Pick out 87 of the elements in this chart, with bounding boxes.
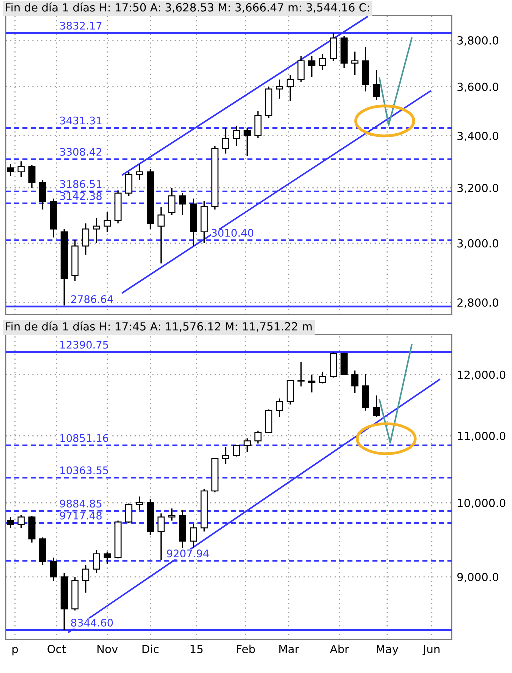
- candlestick: [50, 557, 58, 582]
- y-tick-label: 3,800.0: [458, 36, 499, 46]
- chart-title: Fin de día 1 días H: 17:45 A: 11,576.12 M: 11,751.22 m: [6, 322, 312, 332]
- candlestick: [276, 398, 284, 418]
- candlestick: [276, 79, 284, 100]
- y-tick-label: 9,000.0: [458, 573, 499, 583]
- x-tick-label: May: [377, 645, 399, 656]
- candlestick: [7, 516, 14, 529]
- candlestick: [319, 54, 326, 72]
- candlestick: [298, 361, 305, 388]
- candlestick: [158, 206, 165, 264]
- candlestick: [82, 564, 90, 594]
- x-tick-label: p: [12, 647, 18, 656]
- candlestick: [125, 171, 133, 197]
- candlestick: [82, 222, 90, 256]
- y-tick-label: 3,000.0: [458, 239, 499, 249]
- candlestick: [104, 212, 112, 233]
- candlestick: [28, 164, 36, 189]
- y-tick-label: 10,000.0: [458, 499, 506, 509]
- candlestick: [352, 51, 359, 76]
- candlestick: [319, 371, 326, 384]
- ref-line-label: 8344.60: [71, 618, 114, 627]
- x-tick-label: Oct: [48, 645, 66, 654]
- candlestick: [265, 409, 273, 434]
- candlestick: [373, 70, 380, 101]
- y-tick-label: 2,800.0: [458, 298, 499, 308]
- candlestick: [39, 179, 46, 210]
- ref-line-label: 9717.48: [60, 512, 102, 520]
- x-tick-label: Dic: [142, 644, 159, 654]
- x-tick-label: 15: [190, 645, 203, 654]
- candlestick: [168, 187, 176, 216]
- x-tick-label: Feb: [237, 644, 256, 654]
- candlestick: [352, 370, 359, 394]
- candlestick: [286, 74, 294, 102]
- ref-line-label: 3308.42: [60, 148, 102, 156]
- x-tick-label: Mar: [280, 645, 300, 654]
- ref-line-label: 3186.51: [60, 180, 102, 188]
- candlestick: [158, 513, 165, 561]
- candlestick: [330, 32, 338, 62]
- candlestick: [93, 217, 100, 244]
- candlestick: [286, 380, 294, 406]
- candlestick: [125, 503, 133, 524]
- ref-line-label: 9207.94: [167, 550, 210, 558]
- ref-line-label: 10851.16: [60, 434, 109, 442]
- candlestick: [330, 352, 338, 378]
- candlestick: [18, 160, 25, 178]
- ref-line-label: 2786.64: [71, 295, 114, 304]
- candlestick: [222, 128, 230, 154]
- candlestick: [136, 496, 144, 511]
- y-tick-label: 3,600.0: [458, 82, 499, 92]
- x-tick-label: Jun: [422, 645, 440, 656]
- candlestick: [308, 374, 316, 394]
- y-tick-label: 3,400.0: [458, 132, 499, 142]
- candlestick: [28, 516, 36, 544]
- candlestick: [308, 56, 316, 78]
- ref-line-label: 12390.75: [60, 341, 108, 349]
- candlestick: [340, 352, 348, 376]
- chart-title: Fin de día 1 días H: 17:50 A: 3,628.53 M: 3,666.47 m: 3,544.16 C:: [6, 2, 370, 13]
- candlestick: [254, 430, 262, 444]
- ref-line-label: 3142.38: [60, 192, 102, 200]
- x-tick-label: Nov: [98, 645, 118, 654]
- candlestick: [244, 128, 252, 158]
- candlestick: [104, 551, 112, 565]
- candlestick: [373, 395, 380, 418]
- ref-line-label: 3431.31: [60, 116, 102, 125]
- ref-line-label: 10363.55: [60, 466, 108, 475]
- candlestick: [362, 46, 370, 92]
- candlestick: [362, 374, 370, 412]
- candlestick: [93, 550, 100, 574]
- candlestick: [233, 445, 240, 458]
- ref-line-label: 3832.17: [60, 22, 102, 30]
- candlestick: [298, 56, 305, 83]
- candlestick: [18, 514, 25, 529]
- ref-line-label: 9884.85: [60, 500, 102, 508]
- ref-line-label: 3010.40: [212, 229, 254, 238]
- y-tick-label: 3,200.0: [458, 184, 499, 194]
- x-tick-label: Abr: [330, 644, 350, 654]
- y-tick-label: 12,000.0: [458, 370, 506, 380]
- candlestick: [222, 446, 230, 465]
- candlestick: [39, 537, 46, 566]
- candlestick: [179, 192, 186, 216]
- candlestick: [7, 164, 14, 177]
- y-tick-label: 11,000.0: [458, 432, 506, 442]
- candlestick: [136, 164, 144, 181]
- candlestick: [244, 438, 252, 453]
- candlestick: [254, 110, 262, 140]
- candlestick: [233, 125, 240, 147]
